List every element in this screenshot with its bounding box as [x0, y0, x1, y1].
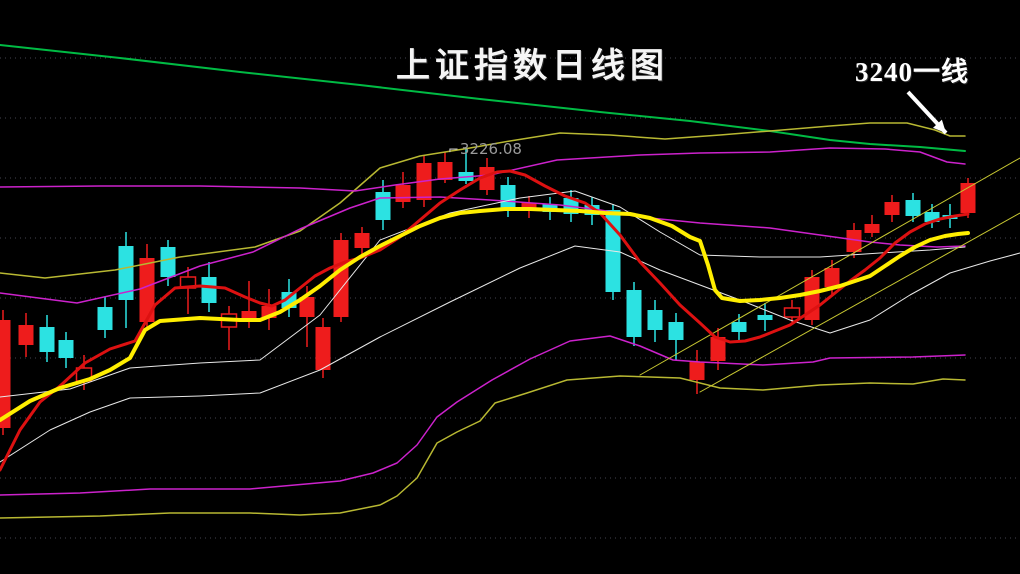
- white-channel-upper: [0, 190, 966, 398]
- candle-body-bearish: [731, 322, 747, 332]
- candle-body-bearish: [160, 247, 176, 277]
- chart-title: 上证指数日线图: [396, 48, 669, 85]
- candle-body-bearish: [58, 340, 74, 358]
- candle-body-bullish: [864, 224, 880, 233]
- candle-body-bullish: [846, 230, 862, 252]
- magenta-band-upper: [0, 147, 966, 192]
- yellow-ascending-trendline-upper: [639, 157, 1020, 376]
- candle-body-bullish: [783, 307, 801, 318]
- price-marker-label: ⌐3226.08: [448, 140, 522, 158]
- yellow-band-upper: [0, 122, 966, 279]
- candle-body-bearish: [924, 212, 940, 222]
- yellow-band-lower: [0, 375, 966, 519]
- yellow-ascending-trendline-lower: [699, 212, 1020, 393]
- candle-body-bearish: [757, 315, 773, 320]
- yellow-moving-average: [0, 207, 970, 422]
- candle-body-bullish: [354, 233, 370, 248]
- white-channel-lower: [0, 245, 1020, 463]
- magenta-band-lower: [0, 335, 966, 496]
- candle-body-bullish: [18, 325, 34, 345]
- candle-body-bearish: [97, 307, 113, 330]
- candle-body-bearish: [668, 322, 684, 340]
- candle-body-bullish: [395, 185, 411, 202]
- candle-body-bullish: [315, 327, 331, 370]
- candle-body-bearish: [118, 246, 134, 300]
- candle-body-bullish: [139, 258, 155, 322]
- price-marker-value: 3226.08: [459, 140, 522, 158]
- annotation-arrow-head: [932, 119, 946, 133]
- candle-body-bullish: [0, 320, 11, 428]
- red-moving-average: [0, 169, 970, 472]
- magenta-band-middle: [0, 196, 966, 304]
- candle-body-bullish: [710, 337, 726, 361]
- candle-body-bearish: [500, 185, 516, 208]
- candle-body-bearish: [626, 290, 642, 337]
- annotation-3240-label: 3240一线: [855, 57, 969, 87]
- candle-body-bullish: [884, 202, 900, 215]
- candle-body-bearish: [39, 327, 55, 352]
- candle-body-bullish: [299, 297, 315, 317]
- price-marker-icon: ⌐: [448, 143, 459, 158]
- candle-body-bearish: [905, 200, 921, 216]
- candle-body-bullish: [333, 240, 349, 317]
- candle-body-bullish: [241, 311, 257, 319]
- candle-body-bullish: [960, 183, 976, 213]
- candle-body-bullish: [824, 268, 840, 287]
- candle-body-bearish: [647, 310, 663, 330]
- green-descending-trendline: [0, 44, 966, 152]
- candle-body-bullish: [689, 362, 705, 380]
- candle-body-bullish: [437, 162, 453, 180]
- candle-body-bearish: [201, 277, 217, 303]
- candle-body-bearish: [375, 192, 391, 220]
